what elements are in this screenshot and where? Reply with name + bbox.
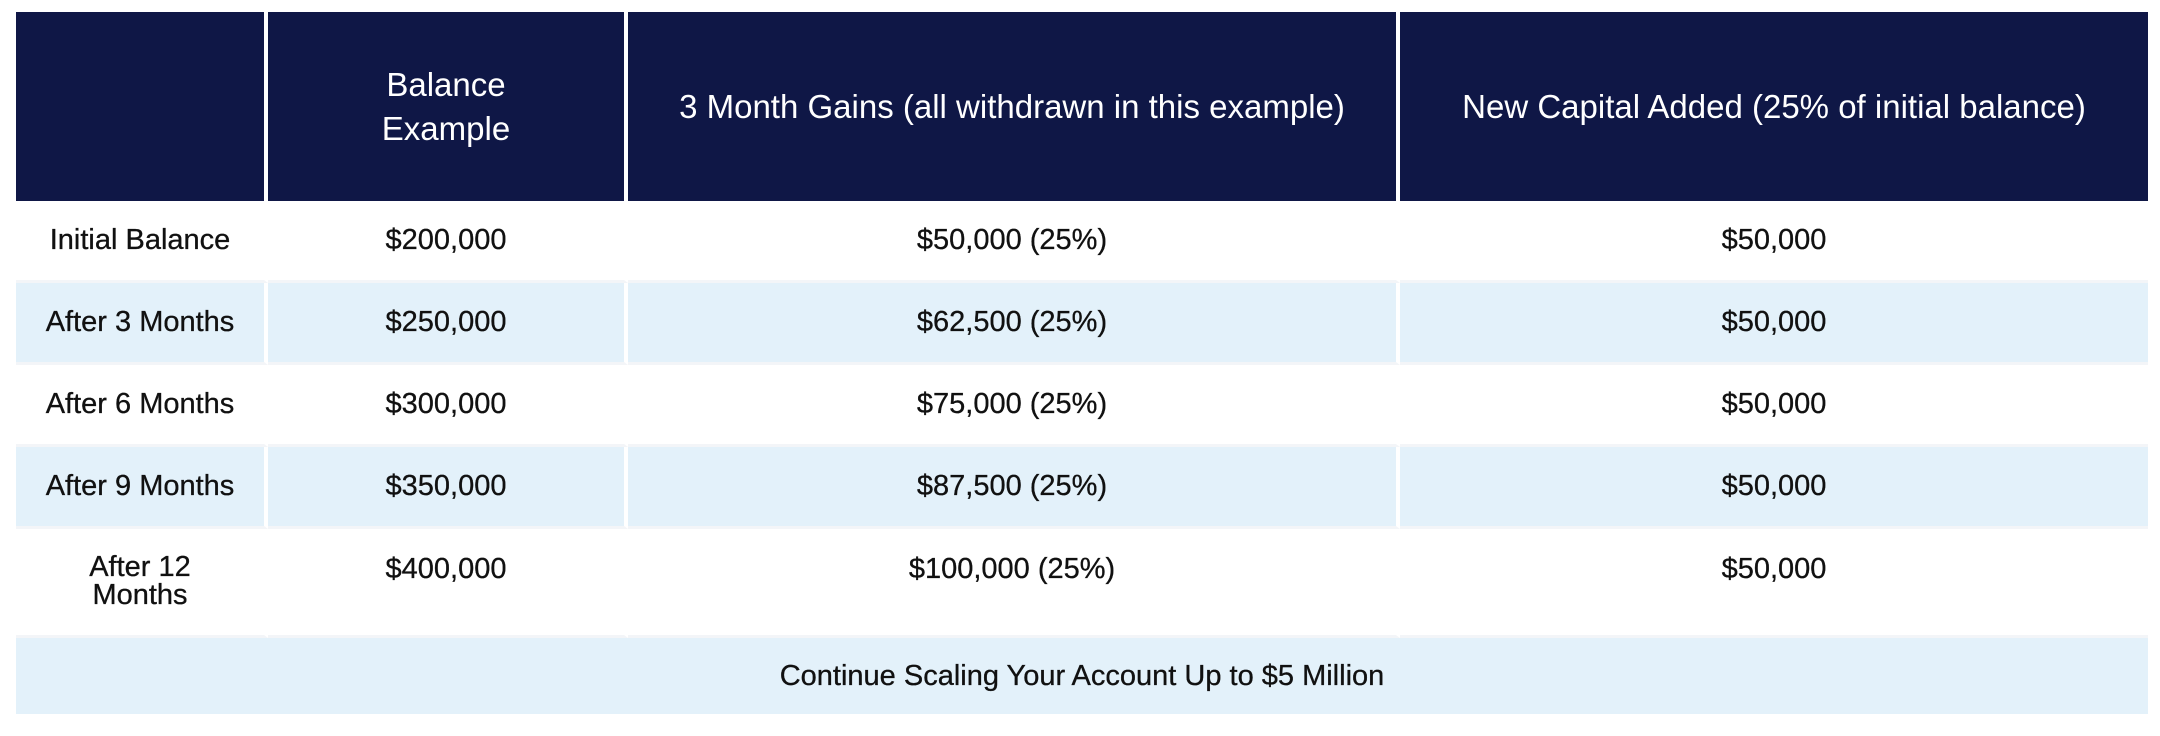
table-row: After 6 Months $300,000 $75,000 (25%) $5… — [16, 365, 2148, 447]
table-footer-note: Continue Scaling Your Account Up to $5 M… — [16, 638, 2148, 714]
row-label: Initial Balance — [16, 201, 268, 283]
capital-cell: $50,000 — [1400, 201, 2148, 283]
header-balance-example: Balance Example — [268, 12, 628, 201]
row-label: After 12 Months — [16, 529, 268, 638]
gains-cell: $50,000 (25%) — [628, 201, 1400, 283]
gains-cell: $87,500 (25%) — [628, 447, 1400, 529]
gains-cell: $75,000 (25%) — [628, 365, 1400, 447]
balance-cell: $200,000 — [268, 201, 628, 283]
row-label: After 3 Months — [16, 283, 268, 365]
capital-cell: $50,000 — [1400, 283, 2148, 365]
balance-cell: $250,000 — [268, 283, 628, 365]
gains-cell: $62,500 (25%) — [628, 283, 1400, 365]
table-row: Initial Balance $200,000 $50,000 (25%) $… — [16, 201, 2148, 283]
header-empty — [16, 12, 268, 201]
balance-cell: $400,000 — [268, 529, 628, 638]
table-row: After 12 Months $400,000 $100,000 (25%) … — [16, 529, 2148, 638]
gains-cell: $100,000 (25%) — [628, 529, 1400, 638]
capital-cell: $50,000 — [1400, 447, 2148, 529]
header-three-month-gains: 3 Month Gains (all withdrawn in this exa… — [628, 12, 1400, 201]
scaling-table: Balance Example 3 Month Gains (all withd… — [16, 12, 2148, 638]
header-new-capital-added: New Capital Added (25% of initial balanc… — [1400, 12, 2148, 201]
row-label: After 9 Months — [16, 447, 268, 529]
table-row: After 3 Months $250,000 $62,500 (25%) $5… — [16, 283, 2148, 365]
capital-cell: $50,000 — [1400, 529, 2148, 638]
balance-cell: $300,000 — [268, 365, 628, 447]
table-header-row: Balance Example 3 Month Gains (all withd… — [16, 12, 2148, 201]
row-label: After 6 Months — [16, 365, 268, 447]
balance-cell: $350,000 — [268, 447, 628, 529]
capital-cell: $50,000 — [1400, 365, 2148, 447]
table-row: After 9 Months $350,000 $87,500 (25%) $5… — [16, 447, 2148, 529]
scaling-table-container: Balance Example 3 Month Gains (all withd… — [16, 12, 2148, 714]
